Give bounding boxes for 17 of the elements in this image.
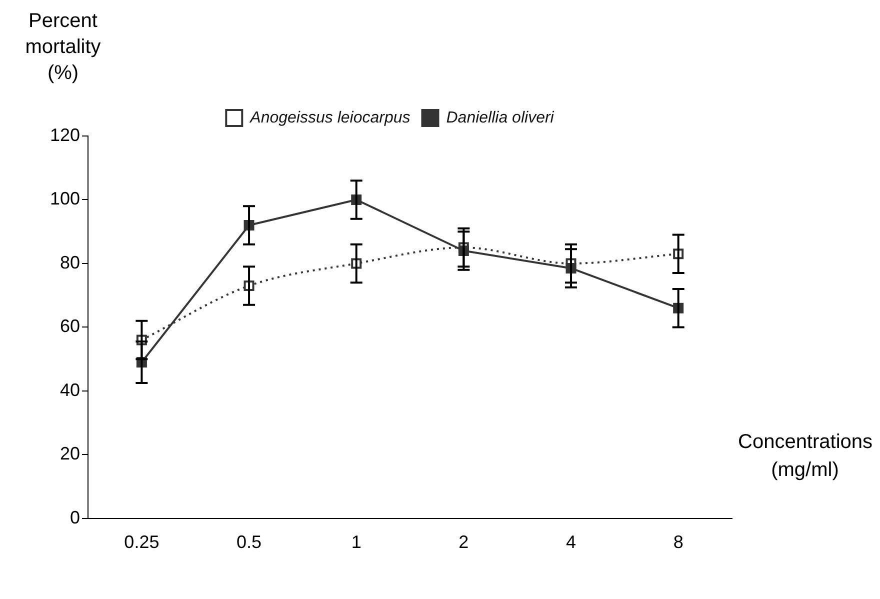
- x-tick-label: 8: [673, 532, 684, 552]
- x-tick-label: 1: [351, 532, 362, 552]
- y-tick-label: 20: [60, 444, 80, 464]
- x-tick-label: 0.25: [124, 532, 160, 552]
- legend-label: Anogeissus leiocarpus: [249, 109, 410, 126]
- y-tick-label: 100: [50, 188, 80, 209]
- y-tick-label: 0: [70, 507, 80, 528]
- x-tick-label: 2: [458, 532, 469, 552]
- y-axis-title: Percent mortality (%): [24, 9, 102, 86]
- y-tick-label: 80: [60, 252, 80, 272]
- y-tick-label: 40: [60, 380, 80, 400]
- y-tick-label: 120: [50, 124, 80, 145]
- y-tick-label: 60: [60, 316, 80, 336]
- x-tick-label: 4: [566, 532, 576, 552]
- x-axis-title: Concentrations (mg/ml): [738, 430, 873, 483]
- legend-label: Daniellia oliveri: [446, 109, 554, 126]
- x-tick-label: 0.5: [236, 532, 262, 552]
